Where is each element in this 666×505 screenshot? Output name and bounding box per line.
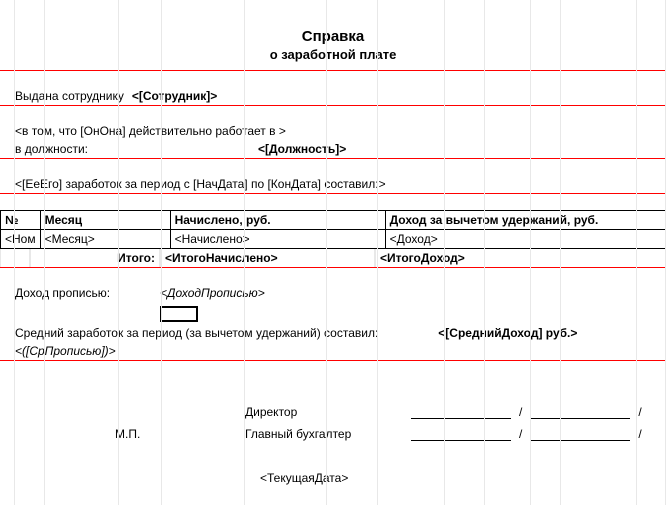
header-income: Доход за вычетом удержаний, руб. xyxy=(385,211,665,230)
spreadsheet-template: Справка о заработной плате Выдана сотруд… xyxy=(0,0,666,505)
table-data-row: <Ном <Месяц> <Начислено> <Доход> xyxy=(1,230,666,249)
slash-end2: / xyxy=(636,427,643,441)
employee-field: <[Сотрудник]> xyxy=(132,89,217,103)
director-row: Директор / / xyxy=(0,401,666,423)
avg-words-row: <([СрПрописью])> xyxy=(0,342,666,361)
header-month: Месяц xyxy=(40,211,170,230)
income-words-value: <ДоходПрописью> xyxy=(160,286,265,300)
avg-label: Средний заработок за период (за вычетом … xyxy=(15,326,378,340)
slash2: / xyxy=(517,427,524,441)
accountant-row: М.П. Главный бухгалтер / / xyxy=(0,423,666,445)
slash-end: / xyxy=(636,405,643,419)
position-row: в должности: <[Должность]> xyxy=(0,140,666,159)
date-row: <ТекущаяДата> xyxy=(0,469,666,487)
doc-subtitle: о заработной плате xyxy=(0,47,666,62)
income-words-row: Доход прописью: <ДоходПрописью> xyxy=(0,284,666,302)
mp-label: М.П. xyxy=(15,427,245,441)
table-header-row: № Месяц Начислено, руб. Доход за вычетом… xyxy=(1,211,666,230)
totals-label: Итого: xyxy=(30,249,160,267)
director-name-line xyxy=(530,405,630,419)
totals-row: Итого: <ИтогоНачислено> <ИтогоДоход> xyxy=(0,249,666,268)
director-label: Директор xyxy=(245,405,405,419)
doc-title: Справка xyxy=(0,28,666,45)
income-words-label: Доход прописью: xyxy=(15,286,160,300)
current-date: <ТекущаяДата> xyxy=(260,471,348,485)
accountant-sign-line xyxy=(411,427,511,441)
director-sign-line xyxy=(411,405,511,419)
confirms-row: <в том, что [ОнОна] действительно работа… xyxy=(0,122,666,140)
title-block: Справка о заработной плате xyxy=(0,0,666,71)
avg-row: Средний заработок за период (за вычетом … xyxy=(0,324,666,342)
cell-num: <Ном xyxy=(1,230,41,249)
cursor-row xyxy=(0,302,666,324)
accountant-name-line xyxy=(530,427,630,441)
header-accrued: Начислено, руб. xyxy=(170,211,385,230)
period-row: <[ЕеЕго] заработок за период с [НачДата]… xyxy=(0,175,666,194)
slash: / xyxy=(517,405,524,419)
cell-accrued: <Начислено> xyxy=(170,230,385,249)
period-text: <[ЕеЕго] заработок за период с [НачДата]… xyxy=(15,177,386,191)
avg-value: <[СреднийДоход] руб.> xyxy=(438,326,577,340)
header-num: № xyxy=(1,211,41,230)
accountant-label: Главный бухгалтер xyxy=(245,427,405,441)
earnings-table: № Месяц Начислено, руб. Доход за вычетом… xyxy=(0,210,666,249)
totals-income: <ИтогоДоход> xyxy=(375,249,666,267)
confirms-text: <в том, что [ОнОна] действительно работа… xyxy=(15,124,286,138)
cell-month: <Месяц> xyxy=(40,230,170,249)
totals-accrued: <ИтогоНачислено> xyxy=(160,249,375,267)
position-label: в должности: xyxy=(15,142,88,156)
avg-words: <([СрПрописью])> xyxy=(15,344,116,358)
position-field: <[Должность]> xyxy=(258,142,346,156)
cell-income: <Доход> xyxy=(385,230,665,249)
active-cell-cursor[interactable] xyxy=(160,306,198,322)
issued-label: Выдана сотруднику xyxy=(15,89,124,103)
issued-row: Выдана сотруднику <[Сотрудник]> xyxy=(0,87,666,106)
